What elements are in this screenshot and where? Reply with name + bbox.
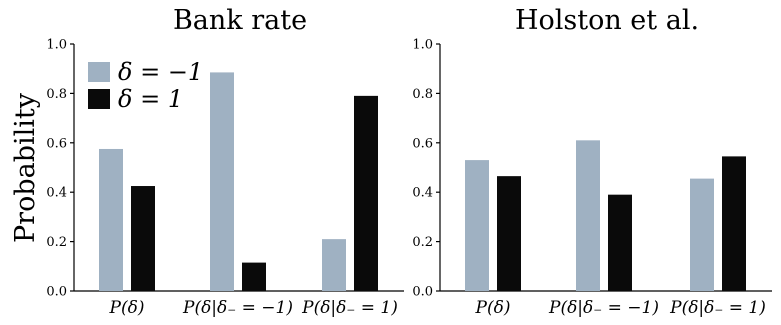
y-tick-label: 1.0 [412,38,433,53]
y-tick-label: 0.8 [46,87,67,102]
bar-delta-minus-1 [322,239,346,291]
bar-delta-1 [131,186,155,291]
bar-delta-1 [722,156,746,291]
bar-delta-minus-1 [465,160,489,291]
bars [465,140,746,291]
legend-label-delta-minus-1: δ = −1 [118,58,203,86]
legend: δ = −1 δ = 1 [88,58,203,113]
bar-delta-minus-1 [690,178,714,291]
y-tick-label: 0.8 [412,87,433,102]
y-tick-label: 0.4 [46,186,67,201]
bar-delta-1 [497,176,521,291]
bar-delta-1 [354,95,378,292]
bar-delta-minus-1 [576,140,600,291]
legend-swatch-delta-1 [88,89,110,109]
y-tick-label: 0.6 [412,136,433,151]
bar-delta-1 [242,262,266,291]
x-category-label: P(δ|δ₋ = 1) [301,298,398,318]
bar-delta-minus-1 [210,72,234,291]
y-tick-label: 0.0 [46,285,67,300]
y-tick-label: 0.2 [412,235,433,250]
y-axis-label: Probability [10,92,41,243]
panel-holston: Holston et al. 0.00.20.40.60.81.0 P(δ) P(… [412,5,772,318]
y-ticks: 0.0 0.2 0.4 0.6 0.8 1.0 [46,38,74,300]
y-tick-label: 0.0 [412,285,433,300]
x-category-label: P(δ|δ₋ = −1) [182,298,293,318]
x-category-label: P(δ) [475,298,511,318]
chart-title-holston: Holston et al. [515,5,699,36]
y-tick-label: 0.2 [46,235,67,250]
category-labels: P(δ) P(δ|δ₋ = −1) P(δ|δ₋ = 1) [109,298,398,318]
x-category-label: P(δ|δ₋ = −1) [548,298,659,318]
bars [99,72,378,292]
legend-label-delta-1: δ = 1 [118,85,183,113]
panel-bank-rate: Bank rate Probability 0.0 0.2 0.4 0.6 0.8 1.0… [10,5,404,318]
x-category-label: P(δ) [109,298,145,318]
bar-delta-minus-1 [99,148,123,291]
y-tick-label: 1.0 [46,38,67,53]
y-tick-label: 0.6 [46,136,67,151]
legend-swatch-delta-minus-1 [88,62,110,82]
y-ticks: 0.0 0.2 0.4 0.6 0.8 1.0 [412,38,440,300]
chart-title-bank-rate: Bank rate [173,5,307,36]
category-labels: P(δ) P(δ|δ₋ = −1) P(δ|δ₋ = 1) [475,298,766,318]
bar-delta-1 [608,194,632,291]
x-category-label: P(δ|δ₋ = 1) [669,298,766,318]
y-tick-label: 0.4 [412,186,433,201]
